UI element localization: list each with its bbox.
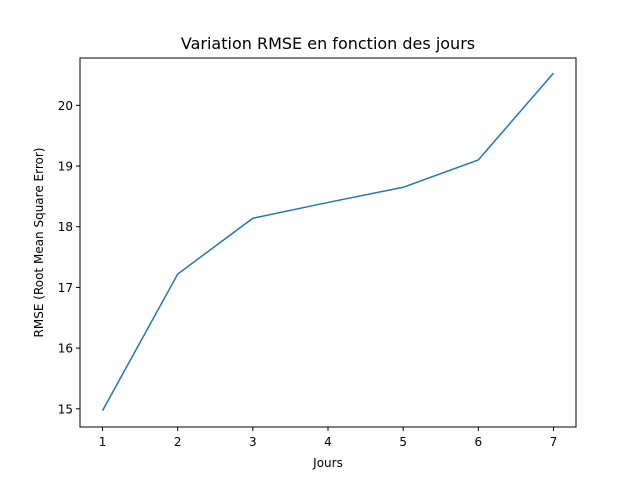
x-tick-label: 4 [324,435,332,449]
y-axis: 15 16 17 18 19 20 [58,99,80,416]
x-tick-label: 5 [399,435,407,449]
x-axis: 1 2 3 4 5 6 7 [99,427,558,449]
y-tick-label: 19 [58,160,73,174]
y-tick-label: 15 [58,402,73,416]
plot-area [101,72,555,411]
series-line-0 [101,72,555,411]
chart-title: Variation RMSE en fonction des jours [181,34,475,53]
y-tick-label: 20 [58,99,73,113]
x-tick-label: 3 [249,435,257,449]
y-axis-label: RMSE (Root Mean Square Error) [32,148,46,338]
x-tick-label: 2 [174,435,182,449]
x-tick-label: 1 [99,435,107,449]
x-tick-label: 7 [550,435,558,449]
y-tick-label: 16 [58,342,73,356]
y-tick-label: 17 [58,281,73,295]
x-axis-label: Jours [312,456,343,470]
y-tick-label: 18 [58,220,73,234]
x-tick-label: 6 [474,435,482,449]
